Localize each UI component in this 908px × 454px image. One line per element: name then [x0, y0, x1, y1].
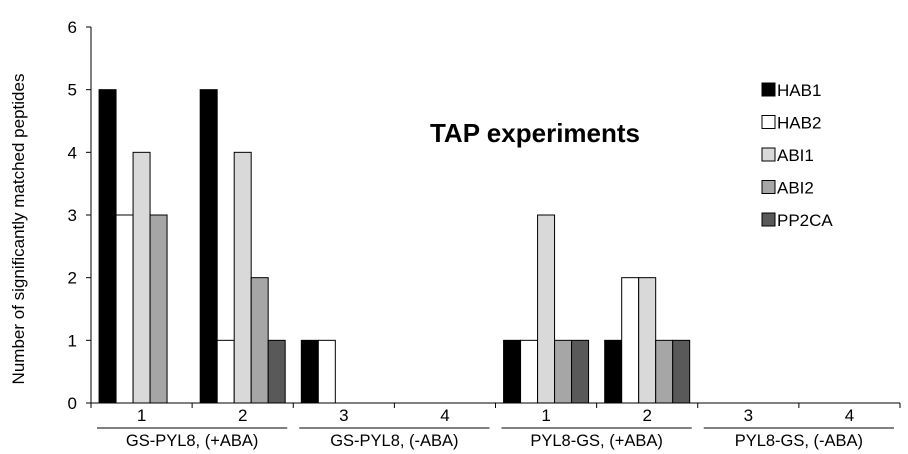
x-category-label: 3: [744, 406, 753, 425]
legend-swatch: [761, 115, 776, 129]
x-category-label: 1: [541, 406, 550, 425]
legend-label: PP2CA: [777, 211, 833, 230]
bar-pp2ca: [672, 339, 691, 404]
legend-swatch: [761, 212, 776, 227]
bar-hab2: [216, 339, 235, 404]
y-tick-label: 1: [68, 331, 77, 350]
x-category-label: 4: [845, 406, 854, 425]
legend-label: ABI1: [777, 146, 814, 165]
x-category-label: 2: [238, 406, 247, 425]
chart-title: TAP experiments: [430, 118, 640, 148]
bar-abi1: [233, 151, 252, 404]
bar-hab1: [98, 89, 117, 404]
bar-pp2ca: [571, 339, 590, 404]
bar-pp2ca: [267, 339, 286, 404]
bar-abi1: [638, 277, 657, 404]
bar-hab2: [520, 339, 539, 404]
x-category-label: 3: [339, 406, 348, 425]
bar-abi1: [537, 214, 556, 404]
bar-hab1: [199, 89, 218, 404]
y-tick-label: 0: [68, 394, 77, 413]
y-tick-label: 2: [68, 269, 77, 288]
plot-area: 0 1 2 3 4 5 6 1 2 3 4 1 2 3 4 GS-PYL8, (+ABA) GS-PYL8, (…: [68, 18, 901, 450]
bar-hab1: [604, 339, 623, 404]
bar-hab1: [503, 339, 522, 404]
legend-label: HAB1: [777, 81, 821, 100]
y-axis-label-group: Number of significantly matched peptides: [9, 74, 28, 385]
bar-abi2: [149, 214, 168, 404]
y-tick-label: 5: [68, 81, 77, 100]
x-category-label: 1: [137, 406, 146, 425]
bar-hab2: [317, 339, 336, 404]
bar-hab2: [115, 214, 134, 404]
group-label: GS-PYL8, (-ABA): [330, 432, 458, 450]
group-label: GS-PYL8, (+ABA): [126, 432, 259, 450]
group-label: PYL8-GS, (-ABA): [735, 432, 863, 450]
x-category-label: 2: [642, 406, 651, 425]
y-axis-label: Number of significantly matched peptides: [9, 74, 28, 385]
legend-label: ABI2: [777, 179, 814, 198]
bar-abi2: [554, 339, 573, 404]
bar-abi2: [655, 339, 674, 404]
y-tick-label: 3: [68, 206, 77, 225]
y-tick-label: 4: [68, 143, 77, 162]
x-category-label: 4: [440, 406, 449, 425]
bar-abi2: [250, 277, 269, 404]
legend-label: HAB2: [777, 114, 821, 133]
bar-hab2: [621, 277, 640, 404]
bar-abi1: [132, 151, 151, 404]
bar-hab1: [300, 339, 319, 404]
legend-swatch: [761, 147, 776, 162]
y-tick-label: 6: [68, 18, 77, 37]
legend: HAB1 HAB2 ABI1 ABI2 PP2CA: [761, 81, 833, 230]
group-label: PYL8-GS, (+ABA): [530, 432, 663, 450]
legend-swatch: [761, 82, 776, 97]
legend-swatch: [761, 180, 776, 194]
